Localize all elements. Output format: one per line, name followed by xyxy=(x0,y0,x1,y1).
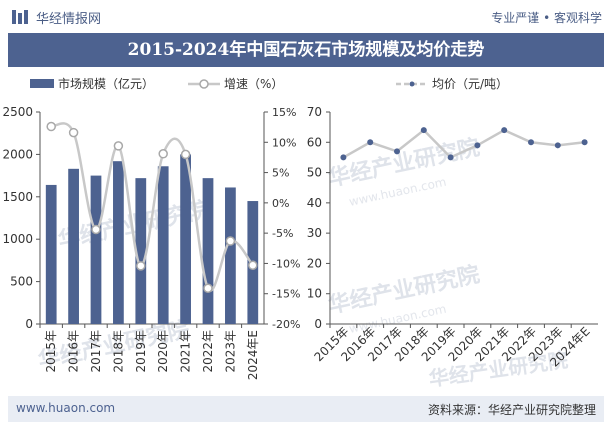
x-tick-label: 2019年 xyxy=(134,330,148,373)
bar xyxy=(157,166,169,324)
growth-point xyxy=(248,260,258,270)
legend-bar-label: 市场规模（亿元） xyxy=(58,76,154,91)
right-y-tick-label: 5% xyxy=(272,167,289,180)
x-tick-label: 2022年 xyxy=(201,330,215,373)
growth-line xyxy=(50,122,254,292)
growth-point xyxy=(158,149,168,159)
left-y-tick-label: 2500 xyxy=(2,105,33,119)
bar xyxy=(68,168,79,324)
x-tick-label: 2015年 xyxy=(44,330,58,373)
bar xyxy=(45,184,57,324)
right-y-tick-label: -20% xyxy=(272,318,300,331)
left-y-tick-label: 500 xyxy=(10,275,33,289)
price-y-tick-label: 0 xyxy=(314,317,322,331)
bar xyxy=(225,187,236,324)
price-point xyxy=(420,127,427,134)
legend-price-marker xyxy=(409,81,415,87)
price-y-tick-label: 30 xyxy=(307,226,322,240)
legend-right: 均价（元/吨） xyxy=(396,77,508,91)
right-y-tick-label: -5% xyxy=(272,227,293,240)
footer-bar: www.huaon.com 资料来源：华经产业研究院整理 xyxy=(8,396,604,422)
x-tick-label: 2017年 xyxy=(89,330,103,373)
x-tick-label: 2024年E xyxy=(246,330,260,380)
growth-point xyxy=(91,224,101,235)
right-y-tick-label: -10% xyxy=(272,257,300,270)
legend-bar-swatch xyxy=(30,79,54,88)
legend-left: 市场规模（亿元） 增速（%） xyxy=(30,76,283,91)
left-y-tick-label: 2000 xyxy=(2,147,33,161)
price-point xyxy=(447,154,454,161)
growth-point xyxy=(203,283,213,294)
price-point xyxy=(394,148,400,155)
price-y-tick-label: 40 xyxy=(307,196,322,210)
brand-tagline: 专业严谨 • 客观科学 xyxy=(491,11,602,25)
chart-title: 2015-2024年中国石灰石市场规模及均价走势 xyxy=(8,33,604,67)
growth-point xyxy=(46,121,56,132)
price-point xyxy=(581,139,588,146)
bar xyxy=(113,161,124,324)
x-tick-label: 2018年 xyxy=(111,330,125,373)
growth-point xyxy=(225,236,236,246)
top-bar: 华经情报网 专业严谨 • 客观科学 xyxy=(0,0,612,32)
growth-point xyxy=(113,141,124,151)
price-y-tick-label: 50 xyxy=(307,166,322,180)
price-y-tick-label: 70 xyxy=(307,105,322,119)
x-tick-label: 2016年 xyxy=(67,330,81,373)
bar xyxy=(90,175,102,324)
price-point xyxy=(528,139,534,146)
price-line xyxy=(342,128,585,159)
price-y-tick-label: 60 xyxy=(307,135,322,149)
brand-logo-icon xyxy=(12,10,28,24)
x-tick-label: 2023年 xyxy=(223,330,237,373)
right-y-tick-label: 15% xyxy=(272,106,296,119)
right-y-tick-label: -15% xyxy=(272,288,300,301)
plot-market-size: 0 500 1000 1500 2000 2500 -20% -15% -10% -5% 0% 5% 1… xyxy=(2,105,300,380)
brand-name: 华经情报网 xyxy=(36,12,102,27)
chart-area: 华经产业研究院 www.huaon.com 华经产业研究院 www.huaon.… xyxy=(2,76,598,391)
right-y-tick-label: 10% xyxy=(272,136,296,149)
bar xyxy=(202,178,214,324)
left-y-tick-label: 0 xyxy=(25,317,33,331)
left-y-tick-label: 1000 xyxy=(2,232,33,246)
price-point xyxy=(474,142,481,149)
price-point xyxy=(501,127,508,134)
footer-website: www.huaon.com xyxy=(16,401,116,415)
growth-point xyxy=(68,127,79,138)
growth-point xyxy=(136,261,146,271)
footer-source: 资料来源：华经产业研究院整理 xyxy=(427,403,596,417)
right-y-tick-label: 0% xyxy=(272,197,289,210)
price-point xyxy=(367,139,374,146)
legend-growth-marker xyxy=(199,79,209,89)
left-y-tick-label: 1500 xyxy=(2,190,33,204)
x-tick-label: 2020年 xyxy=(156,330,170,373)
price-point xyxy=(554,142,561,149)
bar xyxy=(135,178,147,324)
price-point xyxy=(340,154,347,161)
legend-price-label: 均价（元/吨） xyxy=(432,77,508,91)
growth-point xyxy=(180,149,191,160)
price-y-tick-label: 20 xyxy=(307,256,322,270)
bar xyxy=(180,154,191,324)
price-y-tick-label: 10 xyxy=(307,287,322,301)
x-tick-label: 2021年 xyxy=(179,330,193,373)
legend-growth-label: 增速（%） xyxy=(224,77,283,91)
